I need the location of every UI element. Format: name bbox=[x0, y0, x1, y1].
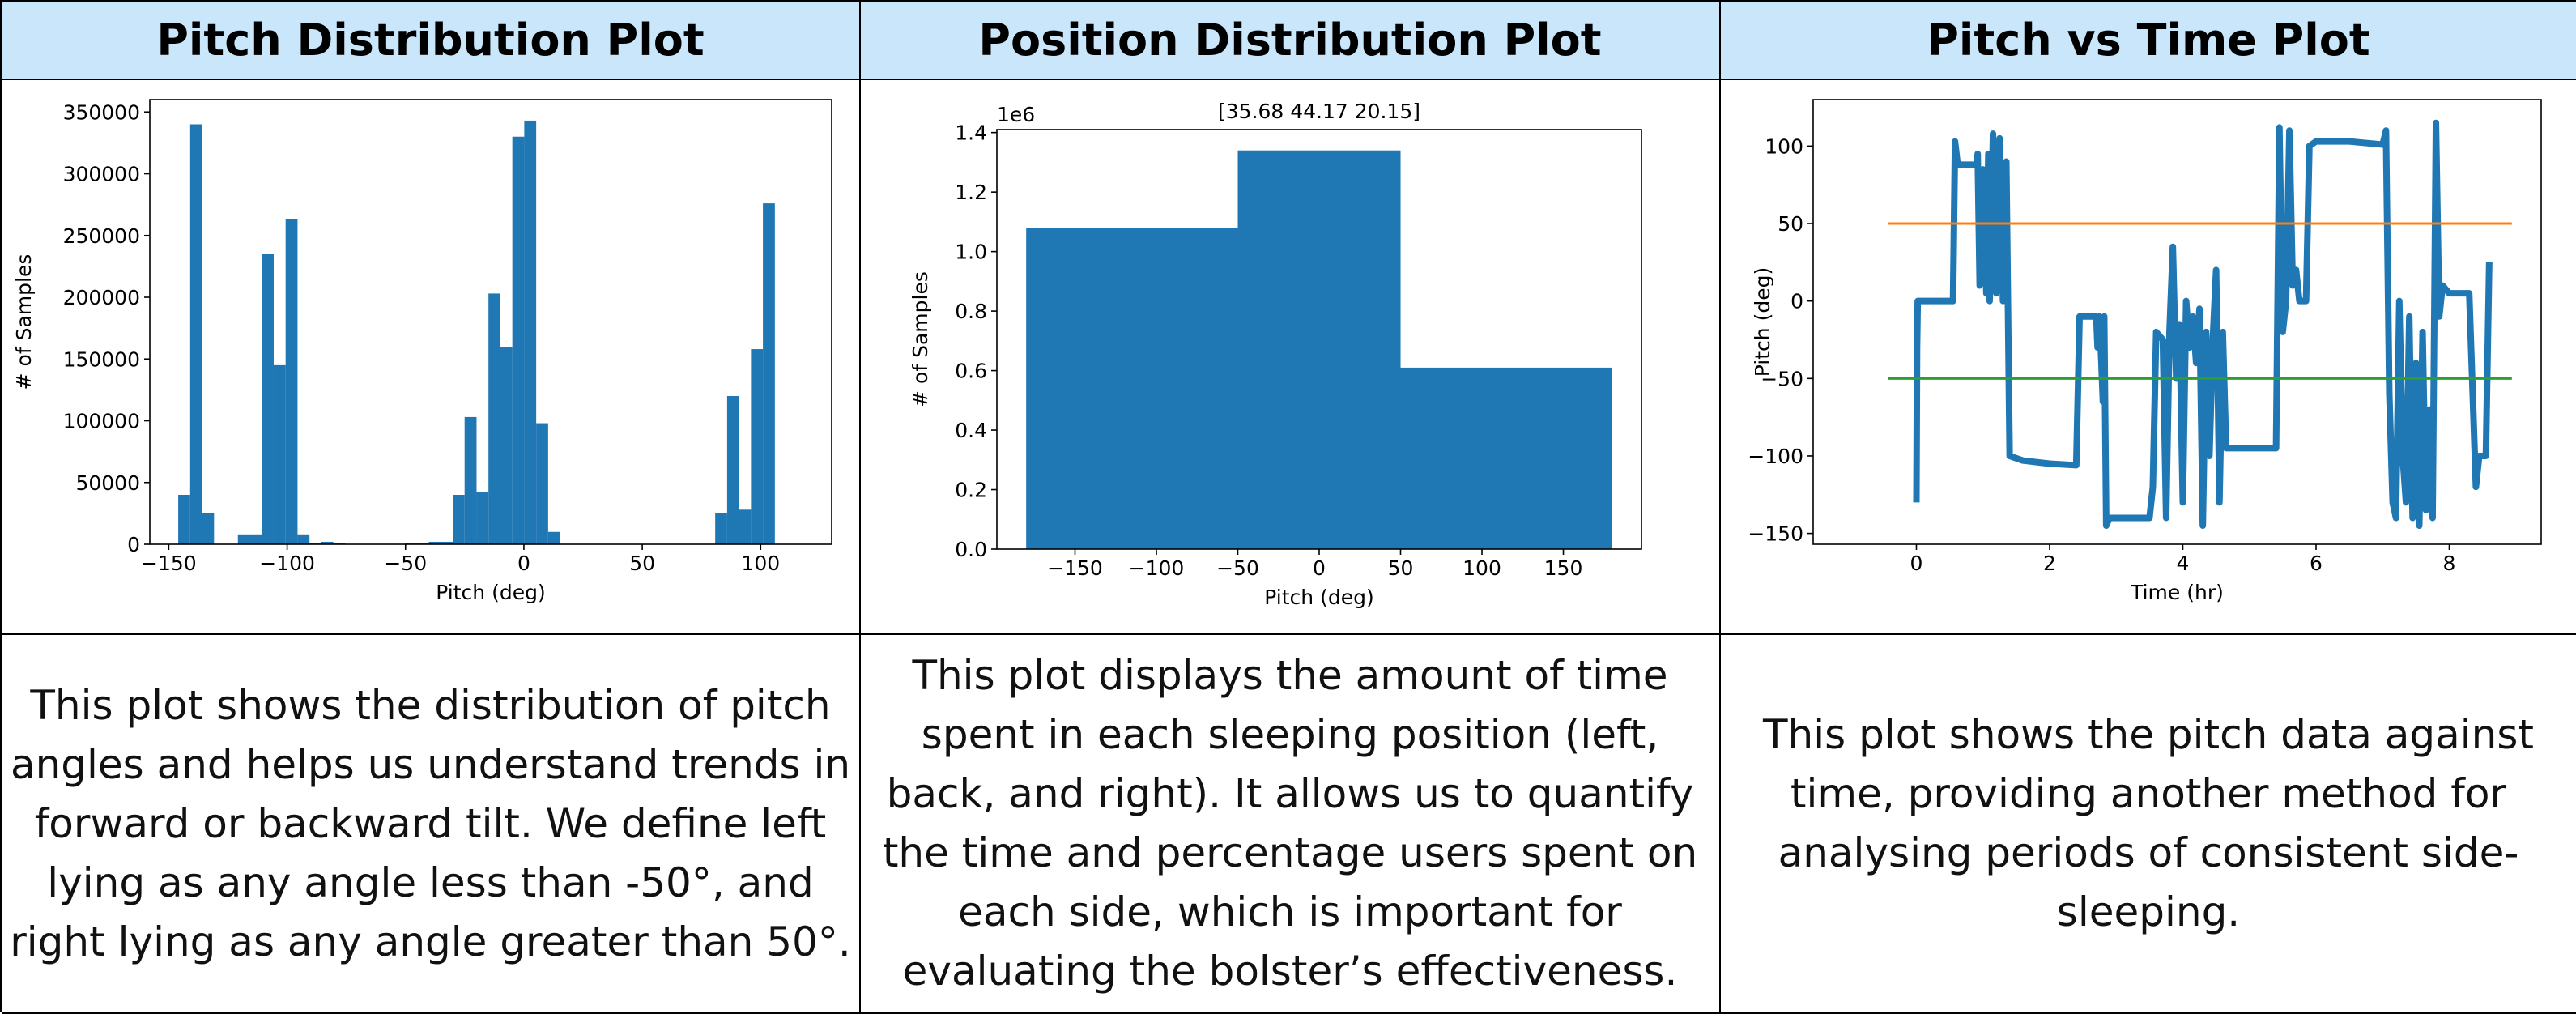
y-tick-label: 200000 bbox=[63, 286, 140, 309]
y-tick-label: −100 bbox=[1748, 445, 1803, 468]
x-tick-label: 100 bbox=[1463, 556, 1501, 580]
axes-frame bbox=[1812, 99, 2542, 545]
chart: −150 −100 −50 0 50 100 150 0.0 0.2 0.4 0.6 0.8 1.0 1.… bbox=[909, 100, 1642, 609]
bar bbox=[249, 534, 262, 544]
x-axis-label: Time (hr) bbox=[2130, 581, 2224, 604]
x-tick-label: −150 bbox=[141, 552, 197, 575]
header: Position Distribution Plot bbox=[861, 2, 1721, 80]
x-tick-label: −100 bbox=[259, 552, 315, 575]
x-tick-label: 50 bbox=[629, 552, 655, 575]
bar bbox=[524, 120, 537, 545]
chart: −150 −100 −50 0 50 100 0 50000 100000 150000 20000… bbox=[12, 99, 832, 604]
bar bbox=[536, 423, 548, 544]
bar bbox=[428, 541, 441, 544]
bar bbox=[1026, 228, 1238, 549]
x-tick-label: −50 bbox=[1216, 556, 1259, 580]
bar bbox=[476, 492, 489, 544]
y-tick-label: 100000 bbox=[63, 410, 140, 433]
x-tick-label: 2 bbox=[2043, 552, 2056, 575]
bar bbox=[237, 534, 250, 544]
x-tick-label: 50 bbox=[1388, 556, 1414, 580]
y-tick-label: 0.6 bbox=[955, 360, 987, 383]
bar bbox=[751, 349, 764, 544]
header: Pitch vs Time Plot bbox=[1721, 2, 2576, 80]
y-tick-label: 0.8 bbox=[955, 300, 987, 323]
bar bbox=[512, 136, 525, 544]
chart-cell: −150 −100 −50 0 50 100 0 50000 100000 150000 20000… bbox=[2, 80, 861, 635]
y-tick-label: 50 bbox=[1778, 212, 1803, 236]
bar bbox=[178, 495, 190, 544]
chart-cell: 0 2 4 6 8 −150 −100 −50 0 50 100 Time (hr) Pitch (de… bbox=[1721, 80, 2576, 635]
y-tick-label: 300000 bbox=[63, 163, 140, 186]
bar bbox=[202, 513, 215, 544]
y-tick-label: −50 bbox=[1761, 367, 1803, 390]
bar bbox=[488, 293, 500, 544]
y-tick-label: 50000 bbox=[75, 471, 140, 495]
y-tick-label: 100 bbox=[1765, 134, 1803, 158]
bar bbox=[715, 513, 727, 544]
bar bbox=[739, 509, 752, 544]
y-tick-label: 250000 bbox=[63, 224, 140, 248]
y-tick-label: 0.2 bbox=[955, 479, 987, 502]
x-tick-label: 8 bbox=[2443, 552, 2456, 575]
axes-frame bbox=[149, 99, 832, 545]
x-tick-label: 4 bbox=[2177, 552, 2190, 575]
x-axis-label: Pitch (deg) bbox=[436, 581, 545, 604]
bar bbox=[464, 416, 477, 544]
bar bbox=[273, 364, 286, 544]
line bbox=[1913, 119, 2493, 530]
x-tick-label: 0 bbox=[517, 552, 530, 575]
x-tick-label: 6 bbox=[2310, 552, 2323, 575]
y-axis-label: Pitch (deg) bbox=[1751, 267, 1774, 377]
y-tick-label: 0 bbox=[127, 533, 140, 556]
y-tick-label: 150000 bbox=[63, 347, 140, 371]
y-axis-label: # of Samples bbox=[909, 271, 932, 407]
bar bbox=[321, 541, 334, 544]
chart: 0 2 4 6 8 −150 −100 −50 0 50 100 Time (hr) Pitch (de… bbox=[1748, 99, 2542, 604]
bar bbox=[547, 531, 560, 544]
y-tick-label: 1.2 bbox=[955, 181, 987, 204]
chart-title: [35.68 44.17 20.15] bbox=[1218, 100, 1420, 123]
bar bbox=[189, 124, 202, 544]
bar bbox=[441, 541, 453, 544]
chart-cell: −150 −100 −50 0 50 100 150 0.0 0.2 0.4 0.6 0.8 1.0 1.… bbox=[861, 80, 1721, 635]
x-tick-label: 100 bbox=[741, 552, 780, 575]
bar bbox=[262, 254, 274, 544]
offset-text: 1e6 bbox=[997, 103, 1035, 126]
x-axis-label: Pitch (deg) bbox=[1264, 586, 1373, 609]
x-tick-label: 150 bbox=[1544, 556, 1583, 580]
bar bbox=[297, 534, 310, 544]
description: This plot shows the distribution of pitc… bbox=[2, 635, 861, 1014]
y-tick-label: 0.4 bbox=[955, 419, 987, 442]
description: This plot shows the pitch data against t… bbox=[1721, 635, 2576, 1014]
y-tick-label: 350000 bbox=[63, 100, 140, 124]
x-tick-label: −50 bbox=[384, 552, 427, 575]
x-tick-label: 0 bbox=[1910, 552, 1923, 575]
bar bbox=[763, 203, 775, 544]
bar bbox=[452, 495, 465, 544]
description: This plot displays the amount of time sp… bbox=[861, 635, 1721, 1014]
y-tick-label: 1.0 bbox=[955, 241, 987, 264]
bar bbox=[726, 396, 739, 544]
x-tick-label: 0 bbox=[1313, 556, 1326, 580]
bar bbox=[1400, 367, 1612, 549]
y-tick-label: −150 bbox=[1748, 522, 1803, 546]
x-tick-label: −100 bbox=[1129, 556, 1185, 580]
bar bbox=[1237, 150, 1401, 549]
y-tick-label: 1.4 bbox=[955, 121, 987, 145]
y-tick-label: 0.0 bbox=[955, 538, 987, 561]
y-axis-label: # of Samples bbox=[12, 254, 36, 390]
bar bbox=[500, 347, 513, 544]
y-tick-label: 0 bbox=[1790, 290, 1803, 313]
x-tick-label: −150 bbox=[1047, 556, 1103, 580]
bar bbox=[285, 219, 298, 544]
header: Pitch Distribution Plot bbox=[2, 2, 861, 80]
